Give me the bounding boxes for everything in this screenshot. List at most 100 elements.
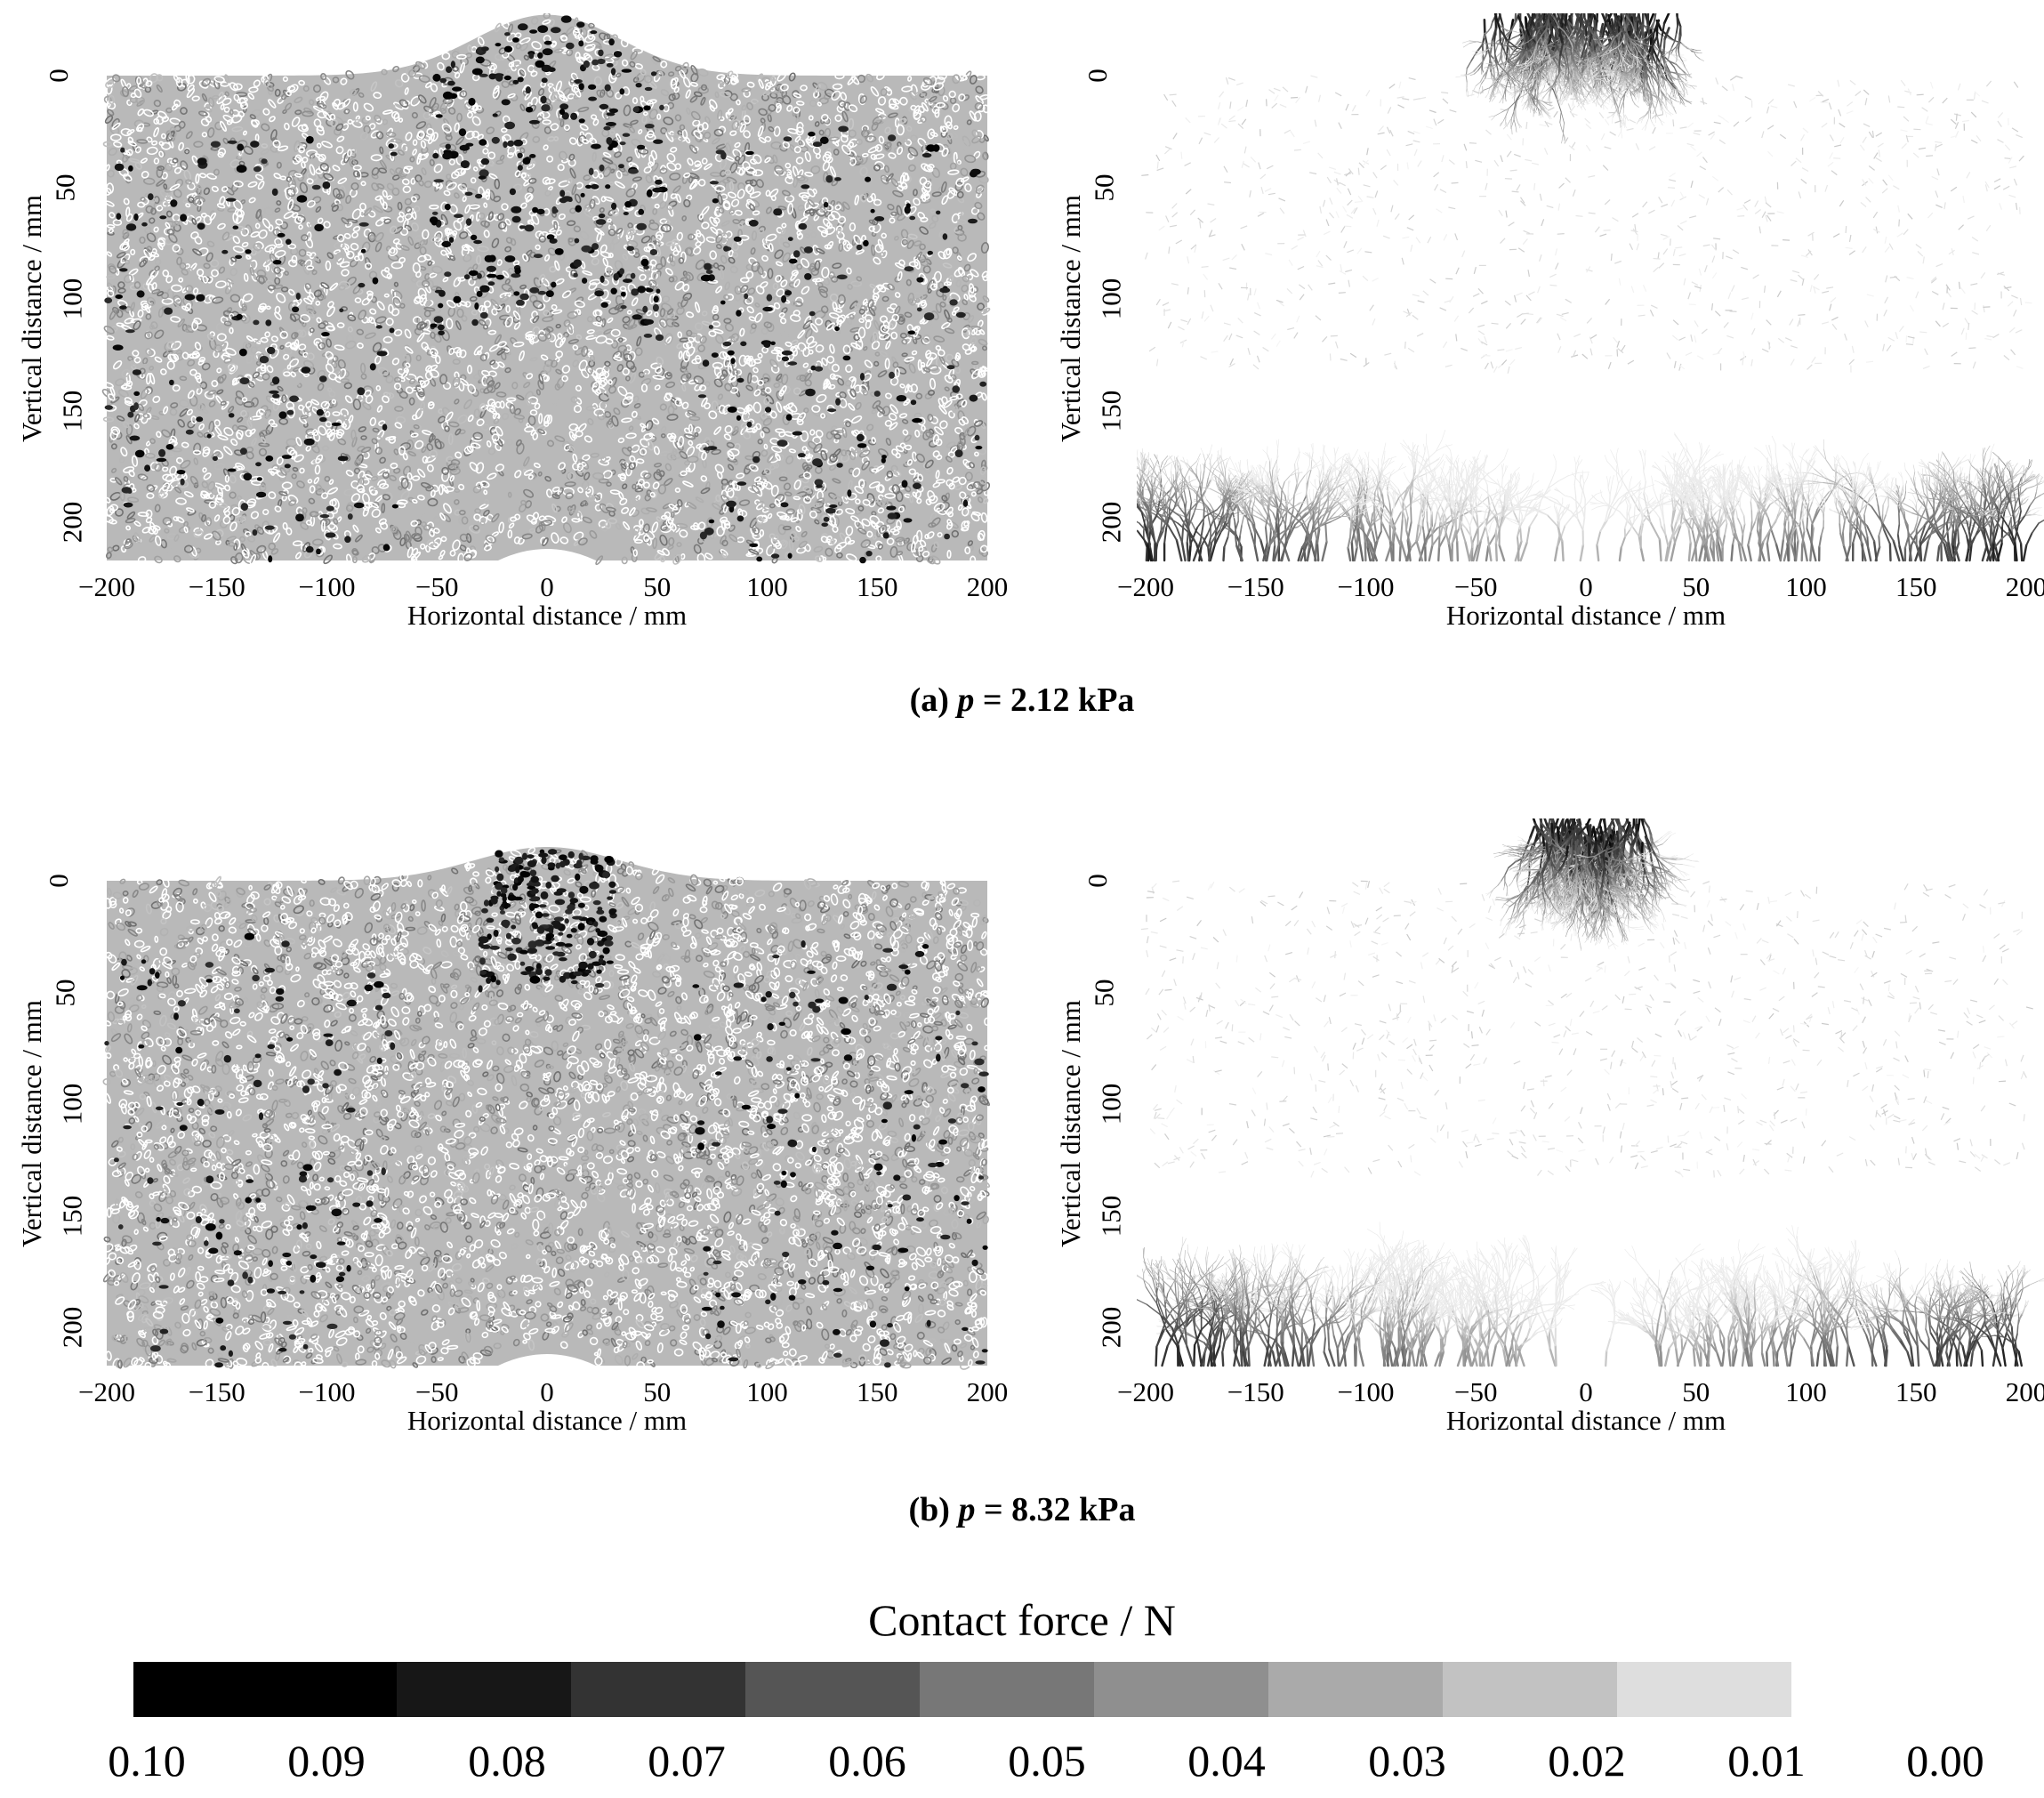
x-axis-title: Horizontal distance / mm xyxy=(1146,600,2026,632)
x-tick-label: −50 xyxy=(1454,571,1497,603)
x-axis-title: Horizontal distance / mm xyxy=(107,600,987,632)
y-tick-label: 0 xyxy=(43,69,75,83)
colorbar-swatch xyxy=(1094,1662,1268,1717)
x-tick-label: 200 xyxy=(967,571,1009,603)
y-tick-label: 100 xyxy=(56,278,88,320)
plot-b-chains xyxy=(1137,818,2044,1367)
colorbar-swatch xyxy=(133,1662,397,1717)
x-tick-label: −150 xyxy=(189,1376,245,1408)
y-axis-title: Vertical distance / mm xyxy=(16,964,48,1284)
x-tick-label: −200 xyxy=(78,1376,135,1408)
plot-a-particles xyxy=(101,13,991,566)
colorbar-tick-label: 0.08 xyxy=(468,1735,546,1786)
colorbar-swatch xyxy=(1617,1662,1791,1717)
x-axis-title: Horizontal distance / mm xyxy=(1146,1405,2026,1437)
x-axis-title: Horizontal distance / mm xyxy=(107,1405,987,1437)
y-axis-title: Vertical distance / mm xyxy=(1055,964,1087,1284)
colorbar-swatch xyxy=(920,1662,1094,1717)
caption-b-var: p xyxy=(958,1491,975,1528)
colorbar-tick-label: 0.10 xyxy=(108,1735,186,1786)
x-tick-label: 50 xyxy=(643,571,671,603)
colorbar-swatch xyxy=(571,1662,745,1717)
y-tick-label: 100 xyxy=(1095,1084,1127,1125)
colorbar-swatch xyxy=(745,1662,920,1717)
x-tick-label: 50 xyxy=(1682,571,1710,603)
colorbar-tick-label: 0.04 xyxy=(1187,1735,1266,1786)
x-tick-label: 50 xyxy=(643,1376,671,1408)
x-tick-label: 200 xyxy=(2006,1376,2044,1408)
plot-b-particles xyxy=(102,847,991,1370)
colorbar-tick-label: 0.01 xyxy=(1727,1735,1806,1786)
x-tick-label: −50 xyxy=(415,1376,458,1408)
x-tick-label: −100 xyxy=(299,571,356,603)
x-tick-label: −150 xyxy=(189,571,245,603)
x-tick-label: −200 xyxy=(1117,571,1174,603)
y-tick-label: 100 xyxy=(1095,278,1127,320)
y-tick-label: 0 xyxy=(1082,69,1114,83)
panel-a-chains: −200 −150 −100 −50 0 50 100 150 200 0 50 100 150 200 H… xyxy=(1055,13,2044,667)
colorbar xyxy=(133,1662,1791,1717)
colorbar-swatch xyxy=(397,1662,571,1717)
x-tick-label: 100 xyxy=(1785,1376,1827,1408)
x-tick-label: 150 xyxy=(857,1376,898,1408)
x-tick-label: −200 xyxy=(1117,1376,1174,1408)
colorbar-tick-label: 0.06 xyxy=(828,1735,906,1786)
x-tick-label: 0 xyxy=(1579,571,1593,603)
colorbar-swatch xyxy=(1268,1662,1443,1717)
y-tick-label: 100 xyxy=(56,1084,88,1125)
y-tick-label: 150 xyxy=(1095,390,1127,431)
y-tick-label: 150 xyxy=(1095,1195,1127,1237)
panel-b-chains: −200 −150 −100 −50 0 50 100 150 200 0 50 100 150 200 H… xyxy=(1055,818,2044,1472)
caption-a-var: p xyxy=(957,681,974,719)
panel-b-particles: −200 −150 −100 −50 0 50 100 150 200 0 50 100 150 200 H… xyxy=(16,818,1014,1472)
colorbar-tick-label: 0.09 xyxy=(287,1735,366,1786)
caption-b: (b) p = 8.32 kPa xyxy=(0,1490,2044,1529)
y-tick-label: 150 xyxy=(56,1195,88,1237)
x-tick-label: 50 xyxy=(1682,1376,1710,1408)
x-tick-label: 100 xyxy=(1785,571,1827,603)
x-tick-label: 0 xyxy=(540,1376,554,1408)
y-tick-label: 200 xyxy=(1095,1307,1127,1349)
x-tick-label: −150 xyxy=(1227,1376,1284,1408)
y-axis-title: Vertical distance / mm xyxy=(16,158,48,479)
x-tick-label: 100 xyxy=(746,571,788,603)
caption-b-prefix: (b) xyxy=(909,1491,959,1528)
x-tick-label: 0 xyxy=(540,571,554,603)
y-tick-label: 200 xyxy=(56,502,88,544)
x-tick-label: 150 xyxy=(1895,571,1937,603)
y-tick-label: 150 xyxy=(56,390,88,431)
colorbar-tick-label: 0.00 xyxy=(1906,1735,1984,1786)
x-tick-label: 150 xyxy=(857,571,898,603)
x-tick-label: −150 xyxy=(1227,571,1284,603)
colorbar-tick-label: 0.03 xyxy=(1368,1735,1446,1786)
colorbar-swatch xyxy=(1443,1662,1617,1717)
x-tick-label: −100 xyxy=(1338,571,1395,603)
x-tick-label: −100 xyxy=(299,1376,356,1408)
x-tick-label: 200 xyxy=(967,1376,1009,1408)
plot-a-chains xyxy=(1137,13,2044,562)
y-tick-label: 200 xyxy=(56,1307,88,1349)
y-tick-label: 50 xyxy=(50,979,82,1006)
caption-a-rest: = 2.12 kPa xyxy=(974,681,1135,719)
x-tick-label: −100 xyxy=(1338,1376,1395,1408)
caption-b-rest: = 8.32 kPa xyxy=(975,1491,1136,1528)
y-axis-title: Vertical distance / mm xyxy=(1055,158,1087,479)
x-tick-label: −50 xyxy=(1454,1376,1497,1408)
x-tick-label: 100 xyxy=(746,1376,788,1408)
y-tick-label: 200 xyxy=(1095,502,1127,544)
x-tick-label: 0 xyxy=(1579,1376,1593,1408)
caption-a: (a) p = 2.12 kPa xyxy=(0,681,2044,720)
legend-title: Contact force / N xyxy=(0,1594,2044,1646)
x-tick-label: −200 xyxy=(78,571,135,603)
y-tick-label: 0 xyxy=(43,874,75,888)
y-tick-label: 50 xyxy=(1089,173,1121,201)
y-tick-label: 0 xyxy=(1082,874,1114,888)
y-tick-label: 50 xyxy=(50,173,82,201)
x-tick-label: −50 xyxy=(415,571,458,603)
colorbar-tick-label: 0.02 xyxy=(1548,1735,1626,1786)
x-tick-label: 200 xyxy=(2006,571,2044,603)
colorbar-tick-label: 0.05 xyxy=(1008,1735,1086,1786)
caption-a-prefix: (a) xyxy=(910,681,958,719)
y-tick-label: 50 xyxy=(1089,979,1121,1006)
panel-a-particles: −200 −150 −100 −50 0 50 100 150 200 0 50 100 150 200 H… xyxy=(16,13,1014,667)
